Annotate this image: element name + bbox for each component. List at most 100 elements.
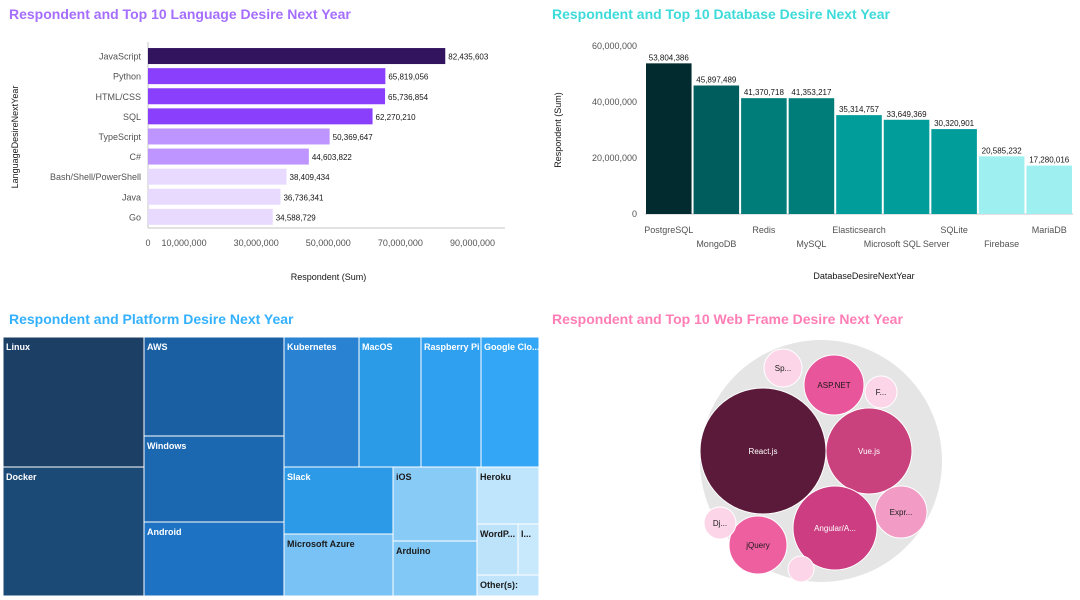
- tile-i-: I...: [517, 523, 539, 576]
- tile-label: Google Clo...: [484, 342, 539, 352]
- x-tick-label: 50,000,000: [306, 238, 351, 248]
- value-label: 44,603,822: [312, 153, 353, 162]
- tile-arduino: Arduino: [392, 540, 478, 596]
- value-label: 53,804,386: [649, 53, 690, 62]
- value-label: 65,736,854: [388, 93, 429, 102]
- bar-redis: [741, 98, 787, 214]
- tile-rect: [420, 337, 482, 468]
- value-label: 33,649,369: [887, 110, 928, 119]
- category-label: Java: [122, 192, 141, 202]
- value-label: 35,314,757: [839, 105, 880, 114]
- tile-rect: [476, 523, 519, 576]
- bar-c-: [148, 148, 309, 165]
- tile-rect: [358, 337, 422, 468]
- category-label: MongoDB: [696, 239, 736, 249]
- category-label: Elasticsearch: [832, 225, 886, 235]
- tile-label: Windows: [147, 441, 186, 451]
- y-tick-label: 40,000,000: [592, 97, 637, 107]
- tile-docker: Docker: [3, 466, 145, 596]
- bubble-sp: Sp...: [763, 348, 803, 388]
- tile-label: Docker: [6, 472, 37, 482]
- tile-label: Microsoft Azure: [287, 539, 355, 549]
- value-label: 50,369,647: [333, 133, 374, 142]
- bubble-circle: [703, 506, 737, 540]
- value-label: 30,320,901: [934, 119, 975, 128]
- bubble-unlabeled: [787, 555, 815, 583]
- bar-elasticsearch: [836, 115, 882, 214]
- category-label: SQL: [123, 112, 141, 122]
- bar-postgresql: [646, 63, 692, 215]
- database-bar-chart: 0 20,000,000 40,000,000 60,000,000 53,804,38…: [553, 41, 1073, 281]
- tile-label: Raspberry Pi: [424, 342, 480, 352]
- bubble-label: jQuery: [745, 541, 770, 550]
- bar-typescript: [148, 128, 330, 145]
- tile-slack: Slack: [283, 466, 394, 535]
- y-tick-label: 60,000,000: [592, 41, 637, 51]
- tile-wordp-: WordP...: [476, 523, 519, 576]
- tile-rect: [392, 540, 478, 596]
- bar-go: [148, 208, 273, 225]
- bar-mongodb: [693, 85, 740, 214]
- value-label: 45,897,489: [696, 75, 737, 84]
- platform-treemap: Linux Docker AWS Windows Android Kubernetes Ma…: [3, 337, 539, 596]
- bubble-label: React.js: [749, 447, 778, 456]
- value-label: 41,370,718: [744, 88, 785, 97]
- tile-heroku: Heroku: [476, 466, 539, 525]
- x-axis-title: DatabaseDesireNextYear: [813, 271, 914, 281]
- value-label: 65,819,056: [388, 73, 429, 82]
- tile-label: Slack: [287, 472, 312, 482]
- tile-label: Arduino: [396, 546, 431, 556]
- bubble-circle: [728, 515, 788, 575]
- category-label: SQLite: [940, 225, 968, 235]
- bar-mysql: [788, 98, 835, 214]
- category-label: C#: [129, 152, 141, 162]
- value-label: 34,588,729: [276, 213, 317, 222]
- tile-rect: [143, 337, 285, 437]
- tile-kubernetes: Kubernetes: [283, 337, 360, 468]
- category-label: Firebase: [984, 239, 1019, 249]
- category-label: TypeScript: [98, 132, 141, 142]
- x-tick-label: 70,000,000: [378, 238, 423, 248]
- bar-mariadb: [1026, 165, 1072, 214]
- tile-rect: [476, 574, 539, 596]
- value-label: 17,280,016: [1029, 156, 1070, 165]
- webframe-chart-title: Respondent and Top 10 Web Frame Desire N…: [552, 311, 903, 327]
- bar-python: [148, 68, 386, 85]
- x-axis-title: Respondent (Sum): [291, 272, 367, 282]
- category-label: MySQL: [796, 239, 826, 249]
- x-tick-label: 0: [145, 238, 150, 248]
- bubble-asp-net: ASP.NET: [803, 354, 865, 416]
- bar-javascript: [148, 48, 446, 65]
- bubble-label: ASP.NET: [817, 381, 850, 390]
- x-tick-label: 10,000,000: [162, 238, 207, 248]
- bubble-label: Angular/A...: [814, 524, 856, 533]
- bubble-label: Dj...: [713, 519, 727, 528]
- tile-android: Android: [143, 521, 285, 596]
- category-label: Python: [113, 72, 141, 82]
- bubble-jquery: jQuery: [728, 515, 788, 575]
- tile-label: Kubernetes: [287, 342, 337, 352]
- category-label: Redis: [752, 225, 776, 235]
- tile-rect: [283, 337, 360, 468]
- bubble-circle: [825, 407, 913, 495]
- category-label: Bash/Shell/PowerShell: [50, 172, 141, 182]
- tile-raspberry-pi: Raspberry Pi: [420, 337, 482, 468]
- platform-chart-title: Respondent and Platform Desire Next Year: [9, 311, 294, 327]
- tile-linux: Linux: [3, 337, 145, 468]
- tile-other-s-: Other(s):: [476, 574, 539, 596]
- bubble-label: Sp...: [775, 364, 791, 373]
- tile-rect: [283, 466, 394, 535]
- tile-label: Android: [147, 527, 182, 537]
- tile-aws: AWS: [143, 337, 285, 437]
- category-label: Microsoft SQL Server: [864, 239, 950, 249]
- bar-microsoft-sql-server: [883, 119, 930, 214]
- bar-sql: [148, 108, 373, 125]
- tile-rect: [3, 337, 145, 468]
- category-label: MariaDB: [1032, 225, 1067, 235]
- value-label: 20,585,232: [982, 146, 1023, 155]
- bubble-expr: Expr...: [874, 485, 928, 539]
- bar-java: [148, 188, 281, 205]
- bubble-label: Expr...: [890, 508, 913, 517]
- bar-html-css: [148, 88, 386, 105]
- y-tick-label: 20,000,000: [592, 153, 637, 163]
